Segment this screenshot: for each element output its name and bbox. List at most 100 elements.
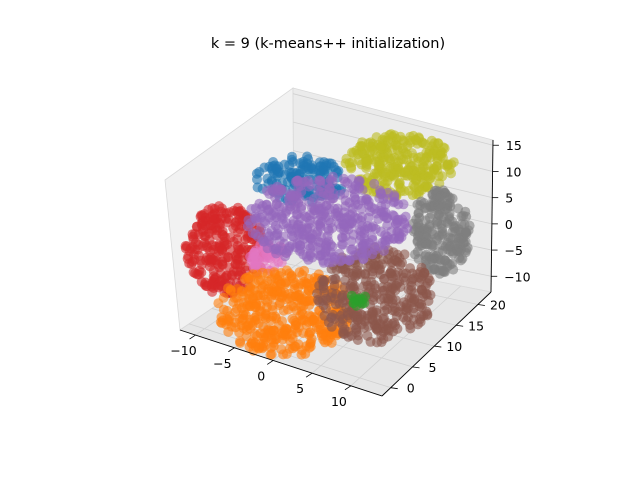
z-tick-label: −5 — [505, 243, 523, 258]
data-point — [216, 274, 227, 285]
data-point — [415, 166, 426, 177]
data-point — [294, 267, 305, 278]
data-point — [195, 255, 206, 266]
data-point — [386, 265, 397, 276]
data-point — [248, 255, 259, 266]
y-tick-label: 10 — [446, 339, 462, 354]
data-point — [366, 202, 377, 213]
data-point — [390, 302, 400, 313]
data-point — [318, 191, 329, 202]
data-point — [298, 314, 308, 325]
data-point — [254, 167, 265, 177]
data-point — [424, 275, 435, 286]
data-point — [347, 157, 358, 168]
data-point — [271, 281, 282, 292]
x-gridline — [350, 285, 461, 387]
data-point — [318, 275, 329, 286]
data-point — [300, 348, 311, 359]
x-tick-label: 10 — [331, 394, 347, 409]
data-point — [221, 319, 232, 330]
data-point — [384, 153, 394, 164]
data-point — [323, 223, 334, 234]
data-points — [180, 129, 475, 360]
data-point — [352, 335, 363, 345]
z-axis-line — [490, 139, 494, 293]
data-point — [250, 211, 260, 222]
data-point — [316, 330, 327, 341]
data-point — [386, 226, 397, 237]
data-point — [389, 255, 400, 265]
data-point — [195, 211, 206, 222]
y-axis-line — [381, 291, 492, 397]
data-point — [357, 246, 368, 257]
data-point — [252, 269, 263, 280]
z-tick-label: 0 — [505, 217, 513, 232]
data-point — [266, 315, 276, 326]
data-point — [273, 224, 284, 235]
data-point — [340, 176, 351, 187]
data-point — [341, 212, 352, 223]
data-point — [314, 175, 325, 186]
data-point — [458, 237, 469, 248]
data-point — [375, 294, 386, 305]
data-point — [283, 304, 293, 315]
data-point — [371, 168, 382, 179]
data-point — [196, 267, 207, 278]
data-point — [406, 285, 417, 296]
data-point — [432, 161, 442, 172]
data-point — [250, 245, 261, 256]
data-point — [208, 271, 219, 282]
data-point — [243, 320, 254, 331]
data-point — [268, 325, 279, 336]
data-point — [186, 259, 197, 269]
data-point — [319, 157, 330, 168]
data-point — [372, 337, 382, 348]
x-tick-mark — [305, 372, 313, 378]
x-tick-label: 0 — [257, 368, 265, 383]
data-point — [258, 256, 269, 266]
data-point — [303, 154, 314, 165]
data-point — [203, 204, 214, 215]
data-point — [200, 221, 211, 231]
data-point — [424, 166, 435, 177]
data-point — [401, 154, 412, 165]
data-point — [415, 316, 426, 327]
data-point — [365, 141, 376, 152]
data-point — [439, 255, 450, 266]
data-point — [246, 204, 257, 214]
data-point — [413, 254, 424, 264]
data-point — [331, 264, 342, 275]
data-point — [438, 266, 449, 277]
data-point — [433, 247, 444, 258]
data-point — [349, 297, 359, 308]
data-point — [339, 324, 350, 335]
data-point — [272, 181, 283, 192]
data-point — [424, 145, 435, 156]
data-point — [336, 239, 347, 250]
data-point — [189, 244, 200, 255]
data-point — [278, 231, 289, 242]
data-point — [254, 198, 265, 209]
data-point — [336, 255, 347, 266]
data-point — [435, 150, 446, 161]
z-tick-label: 5 — [505, 191, 513, 206]
data-point — [251, 310, 262, 321]
data-point — [383, 294, 394, 305]
data-point — [390, 280, 401, 291]
data-point — [267, 161, 278, 172]
data-point — [417, 292, 428, 302]
data-point — [303, 240, 314, 251]
data-point — [221, 208, 232, 219]
data-point — [247, 336, 258, 347]
data-point — [363, 261, 373, 272]
data-point — [287, 151, 297, 162]
data-point — [286, 291, 297, 302]
data-point — [202, 242, 213, 253]
data-point — [415, 152, 426, 162]
y-tick-label: 20 — [490, 297, 506, 312]
data-point — [370, 156, 381, 167]
data-point — [281, 248, 292, 258]
data-point — [449, 223, 460, 234]
